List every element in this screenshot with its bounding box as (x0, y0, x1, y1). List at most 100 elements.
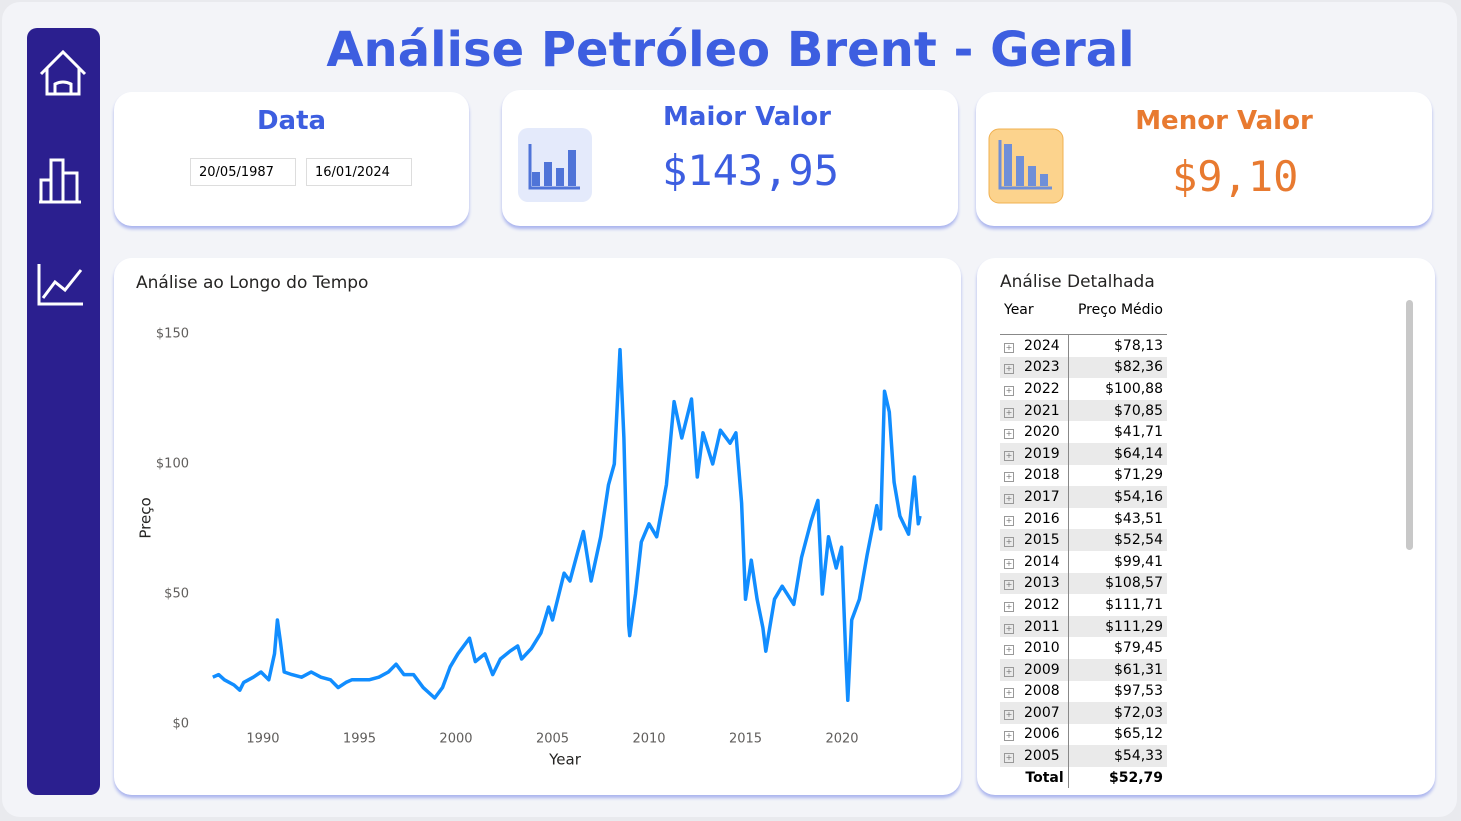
year: 2012 (1024, 596, 1060, 613)
expand-icon[interactable]: + (1004, 515, 1014, 526)
expand-icon[interactable]: + (1004, 493, 1014, 504)
year: 2024 (1024, 337, 1060, 354)
table-row: +2010 $79,45 (1000, 637, 1167, 659)
table-row: +2022 $100,88 (1000, 378, 1167, 400)
expand-icon[interactable]: + (1004, 450, 1014, 461)
table-row: +2021 $70,85 (1000, 399, 1167, 422)
year: 2011 (1024, 618, 1060, 635)
year-cell: +2010 (1000, 637, 1069, 659)
year-cell: +2007 (1000, 702, 1069, 724)
year-cell: +2023 (1000, 356, 1069, 379)
expand-icon[interactable]: + (1004, 688, 1014, 699)
y-axis-label: Preço (137, 497, 155, 538)
line-series (212, 347, 922, 703)
price-cell: $108,57 (1105, 575, 1163, 592)
year: 2013 (1024, 575, 1060, 592)
year: 2015 (1024, 532, 1060, 549)
x-tick-label: 1995 (343, 732, 376, 747)
year-cell: +2024 (1000, 334, 1069, 357)
y-tick-label: $100 (156, 457, 189, 472)
home-icon[interactable] (39, 49, 87, 96)
year-cell: +2013 (1000, 572, 1069, 595)
expand-icon[interactable]: + (1004, 558, 1014, 569)
expand-icon[interactable]: + (1004, 601, 1014, 612)
year-cell: +2012 (1000, 594, 1069, 616)
year-cell: +2019 (1000, 442, 1069, 465)
price-cell: $54,16 (1114, 488, 1163, 505)
col-header[interactable]: Preço Médio (1077, 302, 1163, 318)
price-cell: $72,03 (1114, 704, 1163, 721)
expand-icon[interactable]: + (1004, 645, 1014, 656)
date-label: Data (256, 106, 327, 136)
price-cell: $52,54 (1114, 532, 1163, 549)
year-cell: +2014 (1000, 550, 1069, 573)
expand-icon[interactable]: + (1004, 364, 1014, 375)
end-date[interactable]: 16/01/2024 (306, 158, 412, 186)
scrollbar[interactable] (1406, 300, 1413, 550)
price-cell: $79,45 (1114, 640, 1163, 657)
year-cell: +2021 (1000, 399, 1069, 422)
price-cell: $43,51 (1114, 510, 1163, 527)
title: Análise Petróleo Brent - Geral (326, 22, 1135, 78)
year: 2023 (1024, 359, 1060, 376)
x-tick-label: 2015 (729, 732, 762, 747)
x-tick-label: 2020 (825, 732, 858, 747)
bar-icon[interactable] (39, 158, 81, 204)
expand-icon[interactable]: + (1004, 580, 1014, 591)
expand-icon[interactable]: + (1004, 407, 1014, 418)
year: 2021 (1024, 402, 1060, 419)
year: 2020 (1024, 424, 1060, 441)
expand-icon[interactable]: + (1004, 623, 1014, 634)
year: 2016 (1024, 510, 1060, 527)
price-cell: $99,41 (1114, 553, 1163, 570)
expand-icon[interactable]: + (1004, 731, 1014, 742)
table-row: +2013 $108,57 (1000, 572, 1167, 595)
expand-icon[interactable]: + (1004, 537, 1014, 548)
expand-icon[interactable]: + (1004, 429, 1014, 440)
year: 2014 (1024, 553, 1060, 570)
nav-icons (37, 49, 87, 306)
x-axis-label: Year (548, 751, 582, 769)
table-row: +2006 $65,12 (1000, 723, 1167, 746)
table-row: +2016 $43,51 (1000, 507, 1167, 530)
total-value: $52,79 (1108, 769, 1163, 786)
line-icon[interactable] (37, 264, 83, 306)
sidebar (27, 28, 100, 795)
year-cell: +2008 (1000, 680, 1069, 703)
min-icon (988, 128, 1064, 204)
year: 2008 (1024, 683, 1060, 700)
table-row: +2005 $54,33 (1000, 745, 1167, 767)
y-tick-label: $50 (164, 587, 189, 602)
price-cell: $64,14 (1114, 445, 1163, 462)
y-tick-label: $150 (156, 327, 189, 342)
date-card: Data 20/05/1987 16/01/2024 (114, 92, 469, 226)
x-tick-label: 1990 (246, 732, 279, 747)
year-cell: +2015 (1000, 529, 1069, 551)
start-date[interactable]: 20/05/1987 (190, 158, 296, 186)
price-cell: $97,53 (1114, 683, 1163, 700)
max-card: Maior Valor $143,95 (502, 90, 958, 226)
expand-icon[interactable]: + (1004, 472, 1014, 483)
expand-icon[interactable]: + (1004, 709, 1014, 720)
year: 2009 (1024, 661, 1060, 678)
table-row: +2014 $99,41 (1000, 550, 1167, 573)
expand-icon[interactable]: + (1004, 385, 1014, 396)
total-label: Total (1000, 766, 1069, 789)
expand-icon[interactable]: + (1004, 666, 1014, 677)
table: Year Preço Médio +2024 $78,13 +2023 $82,36 +… (1000, 298, 1167, 789)
expand-icon[interactable]: + (1004, 753, 1014, 764)
table-row: +2019 $64,14 (1000, 442, 1167, 465)
price-cell: $65,12 (1114, 726, 1163, 743)
expand-icon[interactable]: + (1004, 342, 1014, 353)
table-row: +2023 $82,36 (1000, 356, 1167, 379)
table-title: Análise Detalhada (1000, 272, 1155, 292)
max-icon (518, 128, 592, 202)
table-row: +2020 $41,71 (1000, 421, 1167, 443)
year-cell: +2011 (1000, 615, 1069, 638)
year: 2006 (1024, 726, 1060, 743)
year-cell: +2006 (1000, 723, 1069, 746)
col-header[interactable]: Year (1004, 302, 1034, 318)
chart-title: Análise ao Longo do Tempo (136, 273, 368, 293)
year: 2017 (1024, 488, 1060, 505)
chart-card: Análise ao Longo do Tempo Year Preço $0 $… (114, 258, 961, 795)
